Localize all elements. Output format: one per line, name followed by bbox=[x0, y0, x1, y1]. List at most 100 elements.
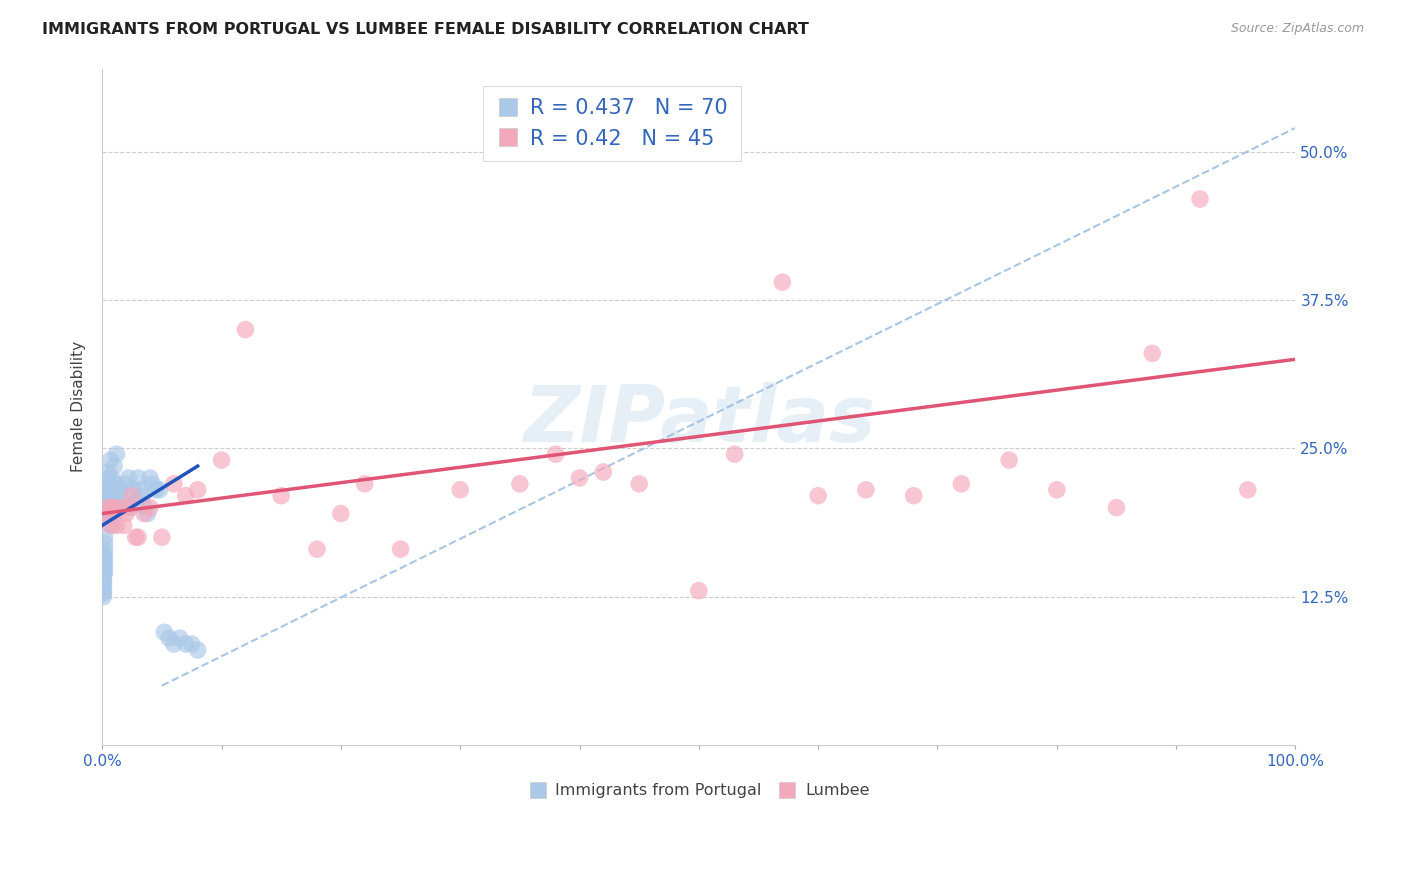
Point bbox=[628, 476, 651, 491]
Point bbox=[93, 548, 115, 562]
Point bbox=[105, 447, 128, 461]
Point bbox=[100, 500, 122, 515]
Point bbox=[117, 500, 139, 515]
Point bbox=[105, 518, 128, 533]
Point bbox=[93, 590, 115, 604]
Point bbox=[100, 507, 122, 521]
Point bbox=[94, 507, 117, 521]
Point bbox=[174, 637, 197, 651]
Point bbox=[174, 489, 197, 503]
Point bbox=[97, 500, 120, 515]
Point bbox=[855, 483, 877, 497]
Point bbox=[305, 542, 328, 557]
Point bbox=[93, 566, 115, 580]
Point bbox=[121, 489, 143, 503]
Point bbox=[97, 465, 120, 479]
Point bbox=[93, 548, 115, 562]
Point bbox=[449, 483, 471, 497]
Point bbox=[770, 275, 793, 289]
Point bbox=[950, 476, 973, 491]
Point bbox=[93, 530, 115, 544]
Point bbox=[112, 494, 135, 508]
Point bbox=[329, 507, 352, 521]
Point bbox=[139, 500, 162, 515]
Point bbox=[93, 554, 115, 568]
Point bbox=[93, 562, 115, 576]
Point bbox=[389, 542, 412, 557]
Point bbox=[115, 507, 138, 521]
Point bbox=[1188, 192, 1211, 206]
Point bbox=[97, 476, 120, 491]
Point bbox=[153, 625, 176, 640]
Point bbox=[1142, 346, 1164, 360]
Point bbox=[1236, 483, 1258, 497]
Point bbox=[108, 489, 131, 503]
Point bbox=[107, 483, 129, 497]
Point bbox=[544, 447, 567, 461]
Point bbox=[180, 637, 202, 651]
Point bbox=[353, 476, 375, 491]
Y-axis label: Female Disability: Female Disability bbox=[72, 341, 86, 472]
Point bbox=[145, 483, 167, 497]
Point bbox=[169, 631, 191, 645]
Point bbox=[93, 536, 115, 550]
Point bbox=[211, 453, 233, 467]
Point bbox=[134, 500, 156, 515]
Point bbox=[96, 476, 118, 491]
Point bbox=[93, 558, 115, 572]
Point bbox=[509, 476, 531, 491]
Point bbox=[127, 471, 149, 485]
Point bbox=[94, 507, 117, 521]
Point bbox=[104, 476, 127, 491]
Point bbox=[100, 518, 122, 533]
Point bbox=[723, 447, 745, 461]
Point bbox=[120, 500, 142, 515]
Point bbox=[150, 530, 173, 544]
Point bbox=[94, 512, 117, 526]
Point bbox=[1105, 500, 1128, 515]
Point bbox=[903, 489, 925, 503]
Point bbox=[93, 580, 115, 594]
Point bbox=[103, 500, 125, 515]
Point bbox=[96, 489, 118, 503]
Point bbox=[93, 550, 115, 565]
Point bbox=[127, 530, 149, 544]
Point bbox=[93, 560, 115, 574]
Point bbox=[93, 560, 115, 574]
Point bbox=[117, 471, 139, 485]
Point bbox=[592, 465, 614, 479]
Point bbox=[163, 637, 186, 651]
Point bbox=[110, 500, 132, 515]
Point bbox=[97, 471, 120, 485]
Point bbox=[96, 494, 118, 508]
Point bbox=[100, 518, 122, 533]
Point bbox=[98, 500, 121, 515]
Point bbox=[93, 572, 115, 586]
Point bbox=[141, 476, 163, 491]
Point bbox=[112, 518, 135, 533]
Point bbox=[132, 489, 155, 503]
Point bbox=[129, 483, 152, 497]
Point bbox=[270, 489, 292, 503]
Point bbox=[187, 483, 209, 497]
Point bbox=[103, 458, 125, 473]
Point bbox=[108, 500, 131, 515]
Point bbox=[94, 500, 117, 515]
Point bbox=[568, 471, 591, 485]
Text: IMMIGRANTS FROM PORTUGAL VS LUMBEE FEMALE DISABILITY CORRELATION CHART: IMMIGRANTS FROM PORTUGAL VS LUMBEE FEMAL… bbox=[42, 22, 808, 37]
Point bbox=[998, 453, 1021, 467]
Point bbox=[124, 494, 146, 508]
Point bbox=[100, 453, 122, 467]
Point bbox=[100, 471, 122, 485]
Point bbox=[93, 578, 115, 592]
Point bbox=[115, 476, 138, 491]
Point bbox=[96, 483, 118, 497]
Point bbox=[1046, 483, 1069, 497]
Point bbox=[124, 530, 146, 544]
Point bbox=[157, 631, 180, 645]
Text: ZIPatlas: ZIPatlas bbox=[523, 383, 875, 458]
Point bbox=[93, 583, 115, 598]
Point bbox=[94, 494, 117, 508]
Point bbox=[93, 566, 115, 580]
Point bbox=[93, 568, 115, 582]
